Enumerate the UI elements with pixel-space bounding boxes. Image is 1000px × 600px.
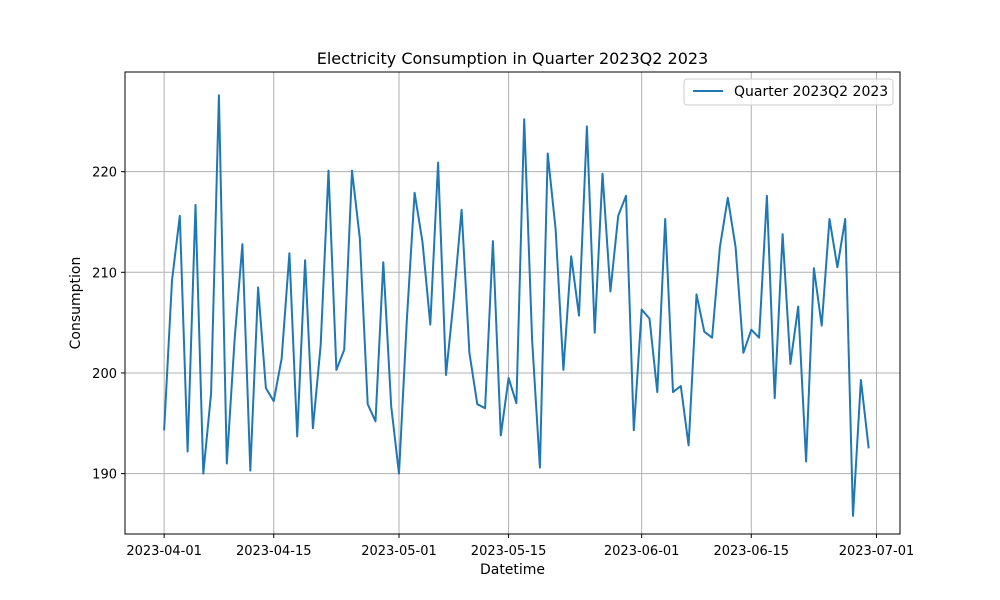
plot-frame xyxy=(124,71,901,535)
y-tick-label: 210 xyxy=(92,266,117,281)
series-layer xyxy=(163,94,870,517)
x-tick-label: 2023-05-01 xyxy=(361,544,437,559)
y-tick-label: 190 xyxy=(92,468,117,483)
legend-label: Quarter 2023Q2 2023 xyxy=(734,84,888,100)
y-tick-label: 220 xyxy=(92,166,117,181)
chart-title: Electricity Consumption in Quarter 2023Q… xyxy=(317,49,708,68)
x-axis-label: Datetime xyxy=(480,562,545,578)
x-tick-label: 2023-06-15 xyxy=(713,544,789,559)
legend-box xyxy=(683,78,894,106)
y-tick-label: 200 xyxy=(92,367,117,382)
y-axis-label: Consumption xyxy=(68,257,84,350)
ticks: 2023-04-01 2023-04-15 2023-05-01 2023-05-15… xyxy=(92,166,914,559)
x-tick-label: 2023-06-01 xyxy=(604,544,680,559)
x-tick-label: 2023-05-15 xyxy=(471,544,547,559)
x-tick-label: 2023-04-15 xyxy=(236,544,312,559)
legend: Quarter 2023Q2 2023 xyxy=(683,78,894,106)
x-tick-label: 2023-07-01 xyxy=(839,544,915,559)
x-tick-label: 2023-04-01 xyxy=(126,544,202,559)
